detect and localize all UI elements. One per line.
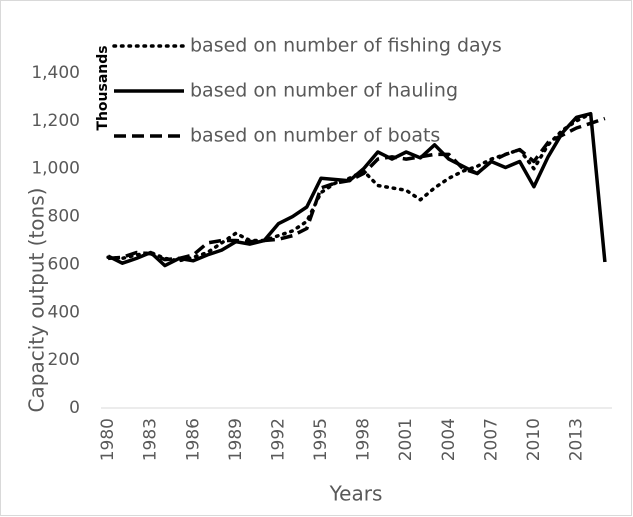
data-line (107, 116, 606, 262)
y-tick-label: 1,000 (31, 159, 80, 179)
x-tick-label: 2010 (524, 418, 544, 461)
data-line (107, 111, 607, 268)
x-tick-label: 2004 (439, 418, 459, 461)
y-axis-title: Capacity output (tons) (25, 188, 49, 413)
y-tick-label: 200 (48, 350, 80, 370)
x-tick-label: 1980 (98, 418, 118, 461)
y-unit-label: Thousands (95, 45, 111, 130)
legend-label: based on number of hauling (190, 80, 458, 102)
x-tick-label: 1998 (354, 418, 374, 461)
x-tick-label: 1989 (226, 418, 246, 461)
x-axis-title: Years (329, 482, 383, 506)
y-tick-label: 0 (69, 398, 80, 418)
y-tick-label: 1,200 (31, 111, 80, 131)
y-tick-label: 800 (48, 207, 80, 227)
x-tick-label: 1992 (268, 418, 288, 461)
x-tick-label: 2001 (396, 418, 416, 461)
y-tick-label: 400 (48, 302, 80, 322)
y-tick-label: 600 (48, 254, 80, 274)
legend-label: based on number of boats (190, 125, 440, 147)
x-tick-label: 1995 (311, 418, 331, 461)
legend-label: based on number of fishing days (190, 35, 502, 57)
y-tick-label: 1,400 (31, 63, 80, 83)
x-tick-label: 2013 (567, 418, 587, 461)
x-tick-label: 1983 (141, 418, 161, 461)
x-tick-label: 2007 (481, 418, 501, 461)
x-tick-label: 1986 (183, 418, 203, 461)
